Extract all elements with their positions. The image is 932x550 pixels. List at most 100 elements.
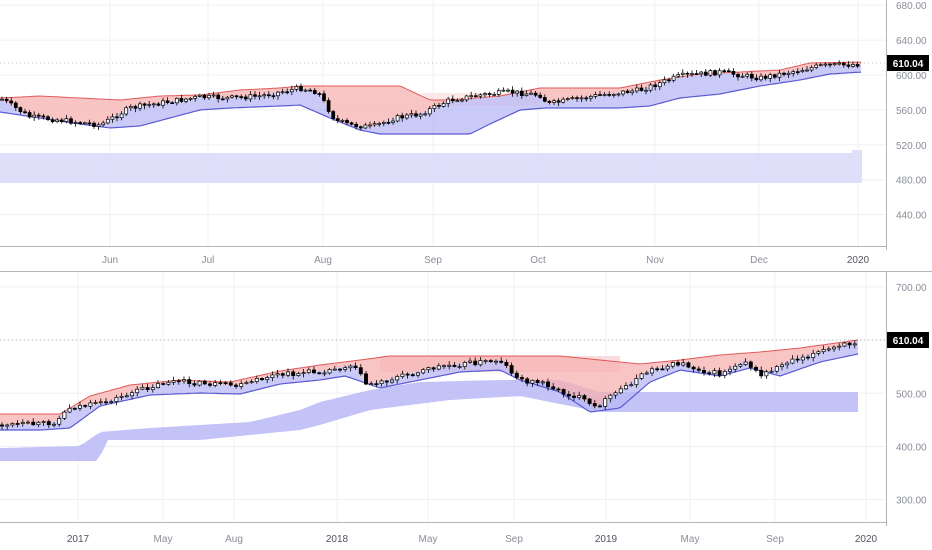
candle [494, 360, 498, 363]
candle [837, 345, 842, 348]
candle [676, 74, 681, 77]
candle [488, 360, 493, 363]
candle [59, 119, 64, 122]
candle [135, 388, 140, 394]
candle [239, 96, 244, 98]
candle [317, 93, 322, 95]
candle [570, 97, 575, 100]
kumo-bullish [0, 64, 861, 134]
y-tick-label: 440.00 [896, 211, 927, 222]
candle [530, 380, 535, 384]
candle [46, 421, 51, 426]
candle [358, 126, 363, 129]
candle [326, 100, 331, 112]
candle [202, 380, 207, 385]
candle [795, 358, 800, 361]
candle [390, 379, 394, 383]
candle [142, 103, 147, 106]
candle [525, 378, 530, 384]
candle [294, 86, 299, 90]
candle [764, 371, 769, 377]
candle [349, 122, 354, 125]
candle [624, 385, 628, 390]
candle [717, 70, 722, 76]
candle [414, 113, 418, 117]
candle [707, 372, 712, 375]
candle [276, 91, 280, 97]
candle [225, 96, 230, 100]
candle [748, 361, 753, 368]
candle [96, 124, 101, 127]
candle [88, 402, 93, 407]
candle [552, 100, 556, 103]
candle [119, 113, 124, 119]
kumo-bottom-line [0, 71, 862, 135]
candle [791, 71, 796, 74]
candle [690, 73, 694, 75]
chart-daily[interactable]: 680.00 640.00 600.00 560.00 520.00 480.00 440.… [0, 0, 929, 266]
candle [20, 422, 25, 424]
candle [27, 112, 32, 118]
candle [852, 343, 857, 346]
candle [582, 395, 587, 400]
candle [598, 405, 602, 408]
candle [213, 382, 218, 386]
candle [165, 100, 170, 104]
candle [450, 98, 455, 102]
candle [611, 94, 616, 96]
candle [280, 373, 285, 376]
candle [818, 64, 823, 67]
candle [257, 95, 262, 98]
x-tick-label: Nov [646, 255, 664, 266]
chart-weekly[interactable]: 700.00600.00500.00400.00300.002017MayAug… [0, 272, 929, 545]
candle [473, 360, 478, 366]
candle [244, 382, 249, 384]
candle [587, 398, 592, 404]
candle [340, 120, 345, 122]
candle [519, 90, 524, 97]
candle [821, 349, 826, 353]
candle [57, 418, 62, 425]
candle [230, 95, 234, 98]
candle [82, 122, 87, 125]
x-tick-label: 2019 [595, 534, 618, 545]
x-tick-label: May [681, 534, 700, 545]
candle [524, 93, 529, 97]
candle [712, 370, 717, 375]
candle [41, 421, 46, 423]
candle [174, 98, 179, 104]
candle [648, 84, 653, 91]
candle [699, 71, 704, 75]
candle [685, 72, 690, 75]
x-tick-label: Jul [202, 255, 215, 266]
candle [602, 94, 607, 96]
candle [202, 94, 207, 99]
candle [338, 368, 342, 371]
candle [593, 94, 598, 97]
candle [223, 382, 228, 385]
candle [234, 384, 238, 387]
candle [161, 100, 165, 106]
candle [722, 371, 727, 376]
candle [265, 377, 270, 381]
candle [653, 84, 658, 88]
y-tick-label: 600.00 [896, 71, 927, 82]
candle [515, 90, 520, 94]
y-tick-label: 400.00 [896, 442, 927, 453]
x-tick-label: Aug [314, 255, 332, 266]
candle [374, 383, 379, 386]
candle [332, 368, 337, 371]
candle [469, 95, 474, 98]
candle [193, 96, 198, 99]
candle [441, 103, 446, 107]
candle [811, 353, 816, 358]
candle [317, 372, 322, 375]
candle [312, 369, 316, 374]
candle [138, 103, 142, 109]
candle [216, 94, 221, 100]
candle [431, 367, 436, 370]
candle [348, 365, 353, 369]
candle [249, 381, 254, 383]
candle [405, 373, 410, 376]
candle [696, 368, 701, 371]
